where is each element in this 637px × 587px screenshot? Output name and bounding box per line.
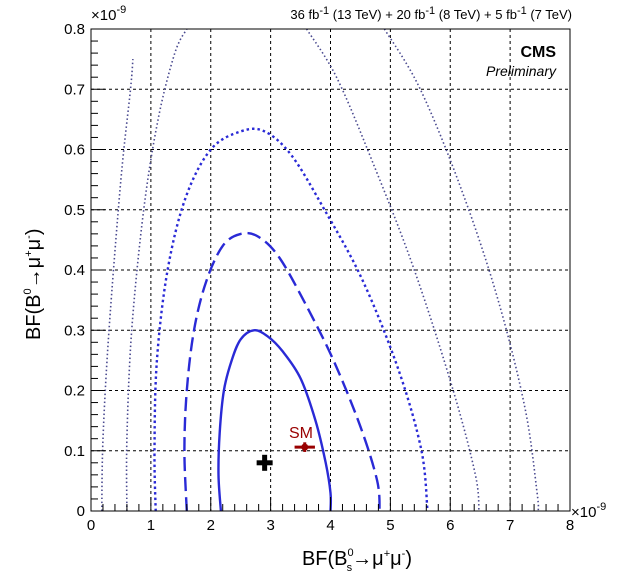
x-tick-label: 6	[446, 517, 454, 534]
luminosity-label: 36 fb-1 (13 TeV) + 20 fb-1 (8 TeV) + 5 f…	[290, 5, 572, 22]
y-tick-label: 0.3	[64, 322, 85, 339]
sm-label: SM	[289, 425, 313, 442]
x-axis-title: BF(B0 s→μ+μ-)	[302, 547, 412, 574]
contour-4-sigma	[125, 28, 188, 512]
x-ticks: 0 1 2 3 4 5 6 7 8	[87, 497, 574, 534]
sm-marker	[301, 443, 309, 451]
y-tick-label: 0.7	[64, 81, 85, 98]
x-tick-label: 4	[326, 517, 334, 534]
y-tick-label: 0.4	[64, 262, 85, 279]
x-tick-label: 2	[207, 517, 215, 534]
contour-2-sigma	[183, 231, 381, 512]
x-tick-label: 7	[506, 517, 514, 534]
y-exponent: ×10-9	[91, 4, 126, 24]
contour-4-sigma	[305, 28, 480, 512]
x-tick-label: 3	[266, 517, 274, 534]
preliminary-label: Preliminary	[486, 63, 557, 79]
x-exponent: ×10-9	[571, 501, 606, 521]
grid	[91, 29, 570, 511]
y-axis-title: BF(B0→μ+μ-)	[22, 228, 45, 340]
y-tick-label: 0	[77, 503, 85, 520]
markers	[256, 442, 315, 471]
y-tick-label: 0.5	[64, 202, 85, 219]
best-fit-marker-v	[262, 454, 268, 471]
contours	[101, 28, 540, 512]
y-tick-label: 0.1	[64, 443, 85, 460]
contour-5-sigma	[383, 28, 540, 512]
contour-3-sigma	[153, 127, 429, 512]
x-tick-label: 0	[87, 517, 95, 534]
y-tick-label: 0.2	[64, 383, 85, 400]
y-tick-label: 0.6	[64, 142, 85, 159]
x-tick-label: 1	[147, 517, 155, 534]
x-tick-label: 8	[566, 517, 574, 534]
x-tick-label: 5	[386, 517, 394, 534]
cms-label: CMS	[520, 44, 556, 61]
y-ticks: 0 0.1 0.2 0.3 0.4 0.5 0.6 0.7 0.8	[64, 21, 105, 520]
y-tick-label: 0.8	[64, 21, 85, 38]
contour-5-sigma	[101, 59, 134, 512]
contour-1-sigma	[217, 329, 333, 512]
